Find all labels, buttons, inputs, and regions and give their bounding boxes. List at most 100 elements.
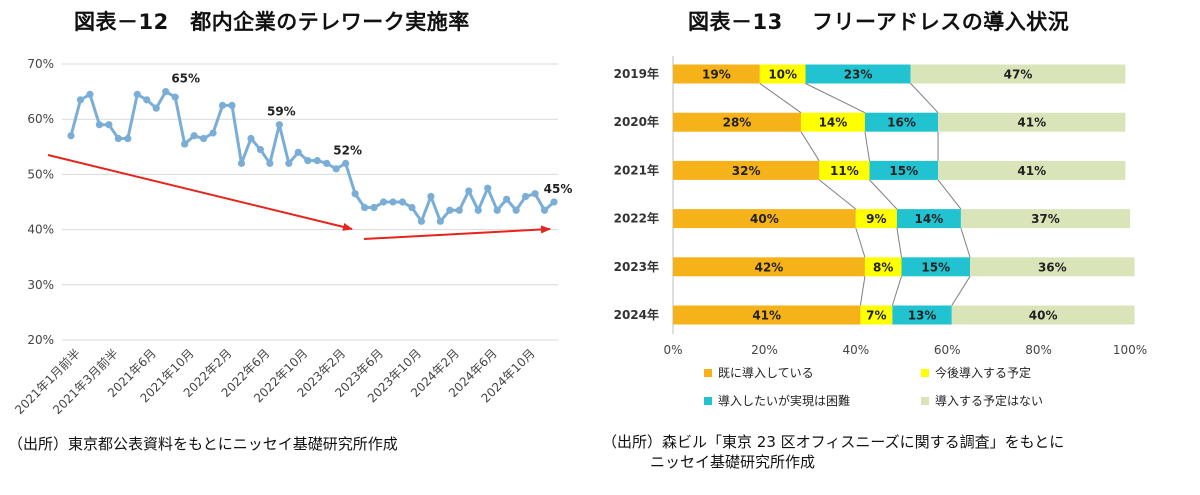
legend-swatch	[921, 369, 929, 377]
telework-data-point	[124, 134, 132, 143]
bar-segment	[869, 160, 939, 180]
category-label: 2024年	[614, 307, 659, 322]
telework-data-point	[218, 101, 227, 109]
telework-data-point	[342, 159, 350, 167]
telework-data-point	[199, 134, 208, 143]
bar-segment	[673, 112, 801, 132]
telework-data-point	[323, 159, 331, 167]
telework-data-point	[521, 192, 530, 201]
peak-annotation: 65%	[171, 72, 200, 86]
telework-data-point	[247, 134, 255, 143]
telework-rate-panel: 図表－12 都内企業のテレワーク実施率 20% 30% 40% 50% 60% 70% 20…	[8, 10, 573, 453]
series-connector-line	[800, 131, 820, 162]
bar-segment	[819, 160, 870, 180]
telework-data-point	[484, 184, 492, 192]
telework-data-point	[408, 203, 416, 212]
telework-data-point	[181, 140, 189, 148]
bar-value-label: 14%	[819, 116, 848, 130]
bar-value-label: 41%	[752, 309, 781, 323]
telework-data-point	[493, 206, 501, 214]
x-tick-label: 2021年1月前半	[12, 346, 84, 418]
y-tick-label: 70%	[27, 57, 54, 71]
bar-segment	[759, 64, 806, 84]
peak-annotation: 59%	[267, 105, 296, 119]
legend-label: 導入したいが実現は困難	[718, 393, 850, 408]
bar-segment	[896, 209, 961, 229]
bar-value-label: 36%	[1038, 260, 1067, 274]
telework-data-point	[143, 96, 151, 104]
y-tick-label: 30%	[27, 278, 54, 292]
telework-line-chart: 20%30%40%50%60%70%2021年1月前半2021年3月前半2021…	[12, 57, 573, 418]
x-tick-label: 60%	[934, 343, 961, 357]
bar-value-label: 40%	[1029, 309, 1058, 323]
telework-data-point	[162, 88, 170, 96]
telework-data-point	[275, 121, 283, 129]
series-connector-line	[805, 83, 866, 114]
bar-segment	[805, 64, 911, 84]
line-chart-title: 図表－12 都内企業のテレワーク実施率	[74, 10, 470, 34]
telework-data-point	[455, 206, 463, 214]
telework-data-point	[360, 203, 369, 212]
bar-value-label: 16%	[887, 116, 916, 130]
telework-data-point	[105, 121, 113, 129]
telework-data-point	[351, 190, 359, 198]
telework-data-point	[152, 104, 160, 112]
series-connector-line	[910, 83, 939, 114]
category-label: 2021年	[614, 162, 659, 177]
telework-data-point	[95, 121, 104, 129]
x-tick-label: 100%	[1113, 343, 1147, 357]
telework-data-point	[171, 93, 179, 101]
series-connector-line	[855, 227, 866, 258]
legend-swatch	[704, 369, 712, 377]
category-label: 2022年	[614, 211, 659, 226]
bar-value-label: 40%	[750, 212, 779, 226]
category-label: 2023年	[614, 259, 659, 274]
bar-value-label: 14%	[915, 212, 944, 226]
series-connector-line	[891, 276, 902, 306]
x-tick-label: 40%	[842, 343, 869, 357]
downtrend-arrow	[47, 154, 353, 231]
telework-data-point	[313, 157, 321, 165]
series-connector-line	[859, 276, 866, 306]
bar-value-label: 13%	[908, 309, 937, 323]
legend-swatch	[704, 397, 712, 405]
bar-segment	[892, 305, 952, 325]
bar-value-label: 41%	[1017, 116, 1046, 130]
y-tick-label: 20%	[27, 333, 54, 347]
bar-segment	[855, 209, 897, 229]
y-tick-label: 60%	[27, 112, 54, 126]
y-tick-label: 40%	[27, 223, 54, 237]
series-connector-line	[960, 227, 971, 258]
bar-segment	[673, 64, 760, 84]
bar-segment	[938, 112, 1126, 132]
telework-data-point	[209, 129, 217, 137]
telework-data-point	[294, 148, 302, 156]
bar-segment	[673, 209, 856, 229]
bar-value-label: 28%	[723, 116, 752, 130]
bar-value-label: 7%	[866, 309, 886, 323]
right-source-line2: ニッセイ基礎研究所作成	[650, 453, 816, 471]
bar-segment	[800, 112, 865, 132]
telework-data-point	[228, 101, 236, 109]
telework-data-point	[398, 198, 407, 206]
bar-segment	[910, 64, 1126, 84]
telework-data-point	[266, 159, 274, 167]
telework-data-point	[427, 192, 435, 201]
peak-annotation: 52%	[333, 143, 362, 157]
telework-data-point	[446, 206, 454, 214]
bar-segment	[864, 112, 939, 132]
bar-value-label: 15%	[889, 164, 918, 178]
legend-swatch	[921, 397, 929, 405]
bar-value-label: 32%	[732, 164, 761, 178]
x-tick-label: 80%	[1025, 343, 1052, 357]
bar-value-label: 19%	[702, 68, 731, 82]
series-connector-line	[869, 179, 898, 210]
telework-data-point	[332, 165, 340, 173]
bar-segment	[673, 305, 861, 325]
legend-label: 今後導入する予定	[935, 365, 1031, 380]
bar-value-label: 41%	[1017, 164, 1046, 178]
bar-value-label: 9%	[866, 212, 886, 226]
bar-value-label: 23%	[844, 68, 873, 82]
telework-data-point	[550, 198, 558, 206]
bar-value-label: 42%	[755, 260, 784, 274]
